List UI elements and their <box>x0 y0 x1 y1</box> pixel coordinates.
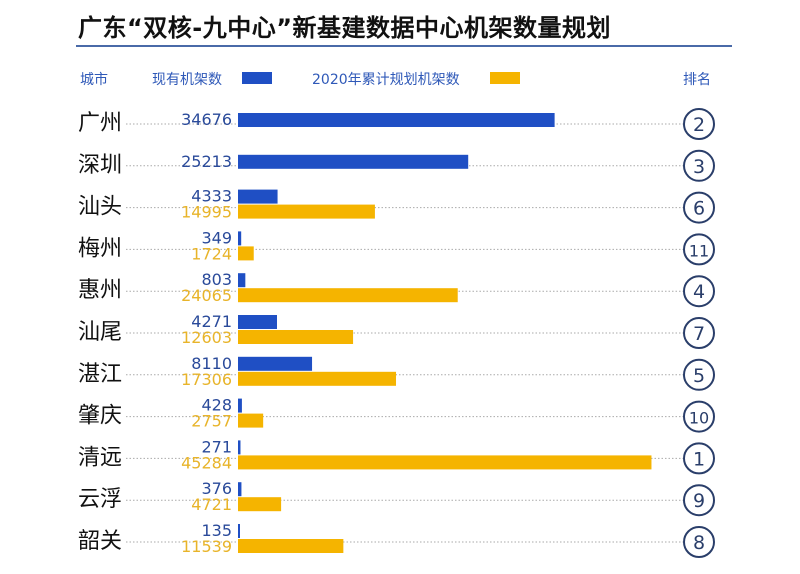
bar-current <box>238 440 241 455</box>
rank-circle <box>683 191 715 224</box>
bar-current <box>238 154 469 169</box>
data-label-current: 135 <box>201 521 232 540</box>
bar-current <box>238 273 246 288</box>
bar-current <box>238 398 242 413</box>
rank-circle <box>683 400 715 433</box>
bar-planned <box>238 371 397 386</box>
bar-current <box>238 482 242 497</box>
data-label-planned: 2757 <box>191 412 232 431</box>
bar-planned <box>238 246 254 261</box>
legend-swatch-planned <box>490 72 520 84</box>
data-label-current: 4333 <box>191 187 232 206</box>
bar-current <box>238 231 242 246</box>
rank-header: 排名 <box>683 72 711 88</box>
category-label: 云浮 <box>78 487 122 512</box>
rank-label: 11 <box>689 241 709 260</box>
data-label-planned: 1724 <box>191 244 232 263</box>
bar-planned <box>238 204 375 219</box>
data-label-planned: 11539 <box>181 537 232 556</box>
category-label: 汕头 <box>78 195 122 220</box>
category-label: 湛江 <box>78 362 122 387</box>
category-label: 清远 <box>78 445 122 470</box>
bar-planned <box>238 497 282 512</box>
rank-label: 3 <box>693 156 705 178</box>
data-label-planned: 24065 <box>181 286 232 305</box>
data-label-planned: 45284 <box>181 453 232 472</box>
bar-planned <box>238 413 264 428</box>
data-label-current: 25213 <box>181 152 232 171</box>
data-label-planned: 12603 <box>181 328 232 347</box>
data-label-current: 428 <box>201 396 232 415</box>
data-label-planned: 14995 <box>181 203 232 222</box>
data-label-current: 803 <box>201 270 232 289</box>
rank-label: 2 <box>693 114 705 136</box>
rank-label: 8 <box>693 532 705 554</box>
rank-circle <box>683 442 715 475</box>
rank-label: 1 <box>693 448 705 470</box>
title-divider <box>76 45 732 47</box>
bar-current <box>238 524 240 538</box>
data-label-current: 376 <box>201 479 232 498</box>
rank-circle <box>683 233 715 266</box>
rank-circle <box>683 149 715 182</box>
data-label-current: 8110 <box>191 354 232 373</box>
chart-title: 广东“双核-九中心”新基建数据中心机架数量规划 <box>78 14 612 42</box>
rank-label: 6 <box>693 198 705 220</box>
data-label-current: 34676 <box>181 110 232 129</box>
rank-label: 7 <box>693 323 705 345</box>
rank-circle <box>683 317 715 349</box>
rank-circle <box>683 108 715 140</box>
category-label: 梅州 <box>78 236 122 261</box>
bar-current <box>238 356 313 371</box>
bar-planned <box>238 288 458 303</box>
rank-label: 4 <box>693 281 705 303</box>
data-label-current: 349 <box>201 228 232 247</box>
category-header: 城市 <box>80 71 108 88</box>
data-label-planned: 17306 <box>181 370 232 389</box>
rank-circle <box>683 275 715 308</box>
data-label-planned: 4721 <box>191 495 232 514</box>
data-label-current: 271 <box>201 437 232 456</box>
rank-circle <box>683 358 715 391</box>
category-label: 惠州 <box>78 278 122 303</box>
bar-current <box>238 189 278 204</box>
rank-circle <box>683 484 715 517</box>
rank-label: 10 <box>689 409 709 428</box>
category-label: 广州 <box>78 111 122 136</box>
bar-planned <box>238 455 652 470</box>
bar-planned <box>238 330 354 344</box>
data-label-current: 4271 <box>191 312 232 331</box>
bar-current <box>238 113 555 127</box>
legend-label-current: 现有机架数 <box>152 72 222 88</box>
category-label: 汕尾 <box>78 320 122 345</box>
category-label: 肇庆 <box>78 404 122 429</box>
rank-label: 5 <box>693 365 705 387</box>
category-label: 韶关 <box>78 529 122 554</box>
category-label: 深圳 <box>78 153 122 178</box>
legend-label-planned: 2020年累计规划机架数 <box>312 72 460 88</box>
rank-circle <box>683 526 715 558</box>
legend-swatch-current <box>242 72 272 84</box>
bar-planned <box>238 539 344 553</box>
rank-label: 9 <box>693 490 705 512</box>
bar-current <box>238 315 277 329</box>
